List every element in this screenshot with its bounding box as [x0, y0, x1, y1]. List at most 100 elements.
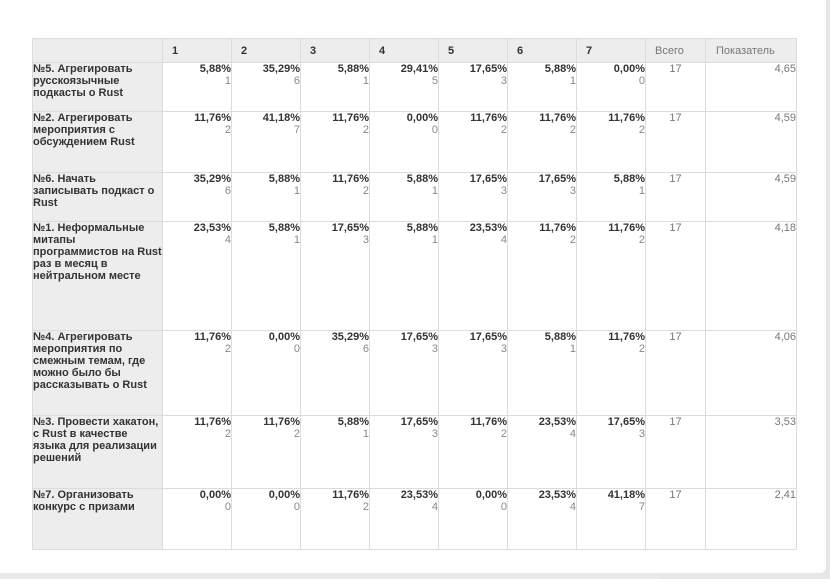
rank-count: 7: [638, 501, 645, 513]
rank-cell-4: 17,65% 3: [369, 415, 439, 489]
rank-cell-5: 17,65% 3: [438, 62, 508, 112]
rank-count: 2: [638, 234, 645, 246]
rank-count: 2: [293, 428, 300, 440]
rank-percentage: 0,00%: [475, 489, 507, 501]
rank-percentage: 17,65%: [607, 416, 645, 428]
rank-percentage: 11,76%: [194, 112, 231, 124]
rank-cell-2: 0,00% 0: [231, 330, 301, 416]
rank-count: 1: [569, 75, 576, 87]
rank-cell-5: 23,53% 4: [438, 221, 508, 331]
rank-percentage: 11,76%: [332, 112, 369, 124]
table-row: №3. Провести хакатон, с Rust в качестве …: [32, 415, 797, 489]
rank-cell-4: 0,00% 0: [369, 111, 439, 173]
rank-count: 4: [569, 428, 576, 440]
rank-percentage: 0,00%: [268, 331, 300, 343]
rank-cell-1: 11,76% 2: [162, 415, 232, 489]
column-header-rank-6: 6: [507, 38, 577, 63]
rank-count: 3: [500, 343, 507, 355]
rank-percentage: 35,29%: [262, 63, 300, 75]
rank-cell-5: 11,76% 2: [438, 111, 508, 173]
rank-percentage: 17,65%: [400, 331, 438, 343]
table-row: №2. Агрегировать мероприятия с обсуждени…: [32, 111, 797, 173]
results-panel-tab: [0, 0, 660, 40]
rank-cell-2: 5,88% 1: [231, 172, 301, 222]
row-label: №1. Неформальные митапы программистов на…: [32, 221, 163, 331]
rank-count: 3: [569, 185, 576, 197]
rank-cell-6: 23,53% 4: [507, 415, 577, 489]
rank-percentage: 5,88%: [199, 63, 231, 75]
rank-cell-7: 11,76% 2: [576, 330, 646, 416]
rank-count: 4: [569, 501, 576, 513]
rank-count: 3: [431, 343, 438, 355]
rank-count: 2: [638, 124, 645, 136]
rank-cell-2: 11,76% 2: [231, 415, 301, 489]
column-header-rank-1: 1: [162, 38, 232, 63]
rank-count: 3: [431, 428, 438, 440]
rank-count: 3: [638, 428, 645, 440]
rank-count: 5: [431, 75, 438, 87]
rank-cell-4: 23,53% 4: [369, 488, 439, 550]
rank-percentage: 11,76%: [194, 331, 231, 343]
rank-cell-4: 5,88% 1: [369, 172, 439, 222]
rank-count: 7: [293, 124, 300, 136]
rank-cell-7: 11,76% 2: [576, 221, 646, 331]
rank-count: 3: [362, 234, 369, 246]
rank-percentage: 23,53%: [193, 222, 231, 234]
rank-percentage: 0,00%: [406, 112, 438, 124]
rank-count: 3: [500, 75, 507, 87]
score-cell: 4,06: [705, 330, 797, 416]
rank-cell-3: 35,29% 6: [300, 330, 370, 416]
rank-count: 1: [362, 428, 369, 440]
column-header-score: Показатель: [705, 38, 797, 63]
rank-count: 0: [224, 501, 231, 513]
rank-count: 2: [569, 234, 576, 246]
rank-count: 3: [500, 185, 507, 197]
rank-percentage: 35,29%: [331, 331, 369, 343]
rank-count: 2: [224, 124, 231, 136]
total-cell: 17: [645, 172, 706, 222]
score-cell: 4,65: [705, 62, 797, 112]
rank-count: 6: [293, 75, 300, 87]
rank-percentage: 11,76%: [539, 222, 576, 234]
rank-percentage: 5,88%: [406, 222, 438, 234]
total-cell: 17: [645, 62, 706, 112]
table-row: №6. Начать записывать подкаст о Rust 35,2…: [32, 172, 797, 222]
rank-percentage: 17,65%: [400, 416, 438, 428]
rank-cell-3: 17,65% 3: [300, 221, 370, 331]
rank-cell-1: 23,53% 4: [162, 221, 232, 331]
rank-count: 6: [362, 343, 369, 355]
rank-percentage: 5,88%: [613, 173, 645, 185]
rank-count: 2: [362, 185, 369, 197]
rank-cell-6: 5,88% 1: [507, 330, 577, 416]
rank-percentage: 29,41%: [400, 63, 438, 75]
rank-percentage: 23,53%: [469, 222, 507, 234]
score-cell: 3,53: [705, 415, 797, 489]
column-header-rank-2: 2: [231, 38, 301, 63]
rank-count: 1: [362, 75, 369, 87]
total-cell: 17: [645, 415, 706, 489]
rank-percentage: 11,76%: [332, 489, 369, 501]
row-label: №2. Агрегировать мероприятия с обсуждени…: [32, 111, 163, 173]
rank-cell-4: 17,65% 3: [369, 330, 439, 416]
rank-percentage: 11,76%: [194, 416, 231, 428]
rank-count: 2: [500, 428, 507, 440]
rank-percentage: 17,65%: [469, 63, 507, 75]
rank-count: 0: [638, 75, 645, 87]
rank-cell-5: 17,65% 3: [438, 172, 508, 222]
rank-count: 1: [293, 185, 300, 197]
rank-count: 1: [431, 185, 438, 197]
rank-count: 4: [500, 234, 507, 246]
rank-count: 2: [569, 124, 576, 136]
rank-percentage: 23,53%: [400, 489, 438, 501]
total-cell: 17: [645, 111, 706, 173]
rank-percentage: 11,76%: [608, 112, 645, 124]
rank-percentage: 5,88%: [337, 63, 369, 75]
rank-cell-1: 11,76% 2: [162, 330, 232, 416]
score-cell: 4,18: [705, 221, 797, 331]
rank-count: 4: [224, 234, 231, 246]
rank-cell-5: 11,76% 2: [438, 415, 508, 489]
rank-percentage: 11,76%: [263, 416, 300, 428]
rank-count: 0: [431, 124, 438, 136]
rank-cell-7: 0,00% 0: [576, 62, 646, 112]
total-cell: 17: [645, 330, 706, 416]
